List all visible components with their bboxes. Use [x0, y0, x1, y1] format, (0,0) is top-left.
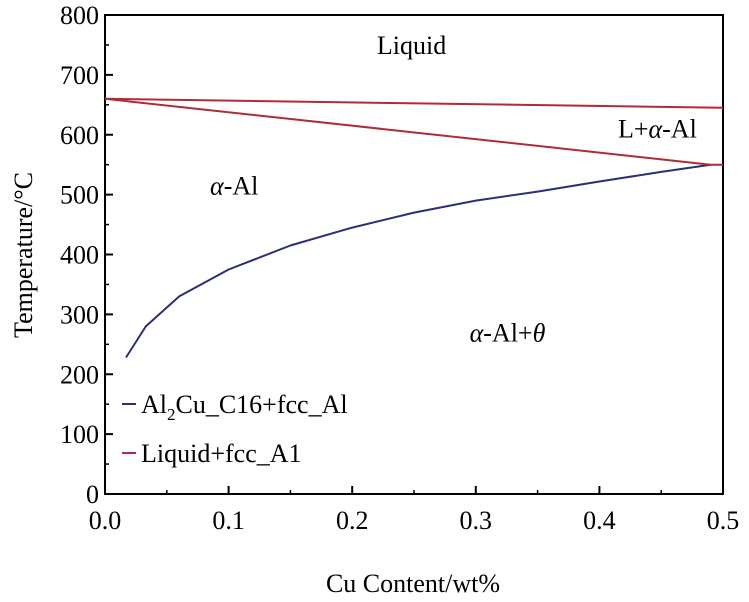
x-tick-label: 0.3: [460, 506, 493, 535]
y-tick-label: 500: [60, 181, 99, 210]
y-tick-label: 200: [60, 360, 99, 389]
x-tick-label: 0.5: [707, 506, 740, 535]
series-line-al2cu-c16-fcc-al: [125, 163, 711, 359]
y-tick-label: 100: [60, 420, 99, 449]
y-tick-label: 600: [60, 121, 99, 150]
x-tick-label: 0.4: [583, 506, 616, 535]
region-label-alpha-al: α-Al: [210, 172, 258, 201]
legend-label-liquid: Liquid+fcc_A1: [141, 439, 302, 468]
x-tick-label: 0.0: [89, 506, 122, 535]
legend-group: Al2Cu_C16+fcc_Al Liquid+fcc_A1: [122, 390, 348, 468]
y-tick-label: 0: [86, 480, 99, 509]
series-line-solidus: [104, 97, 723, 166]
region-label-l-alpha: L+α-Al: [618, 115, 697, 144]
y-tick-label: 300: [60, 300, 99, 329]
x-tick-label: 0.2: [336, 506, 369, 535]
plot-frame: [104, 14, 724, 495]
y-tick-label: 800: [60, 1, 99, 30]
y-tick-label: 700: [60, 61, 99, 90]
annotations-group: Liquid L+α-Al α-Al α-Al+θ: [210, 31, 697, 347]
legend-label-al2cu: Al2Cu_C16+fcc_Al: [141, 390, 348, 424]
y-axis-title: Temperature/°C: [9, 172, 38, 338]
x-tick-label: 0.1: [212, 506, 245, 535]
plot-frame-group: [104, 14, 724, 495]
region-label-alpha-al-theta: α-Al+θ: [470, 318, 546, 347]
region-label-liquid: Liquid: [377, 31, 446, 60]
ticks-group: 0.0 0.1 0.2 0.3 0.4 0.5 0 100 200 300 400 500 600 700…: [60, 1, 739, 535]
y-tick-label: 400: [60, 241, 99, 270]
x-axis-title: Cu Content/wt%: [326, 569, 500, 598]
series-line-liquid-fcc-a1: [104, 97, 724, 109]
series-group: [104, 97, 724, 359]
